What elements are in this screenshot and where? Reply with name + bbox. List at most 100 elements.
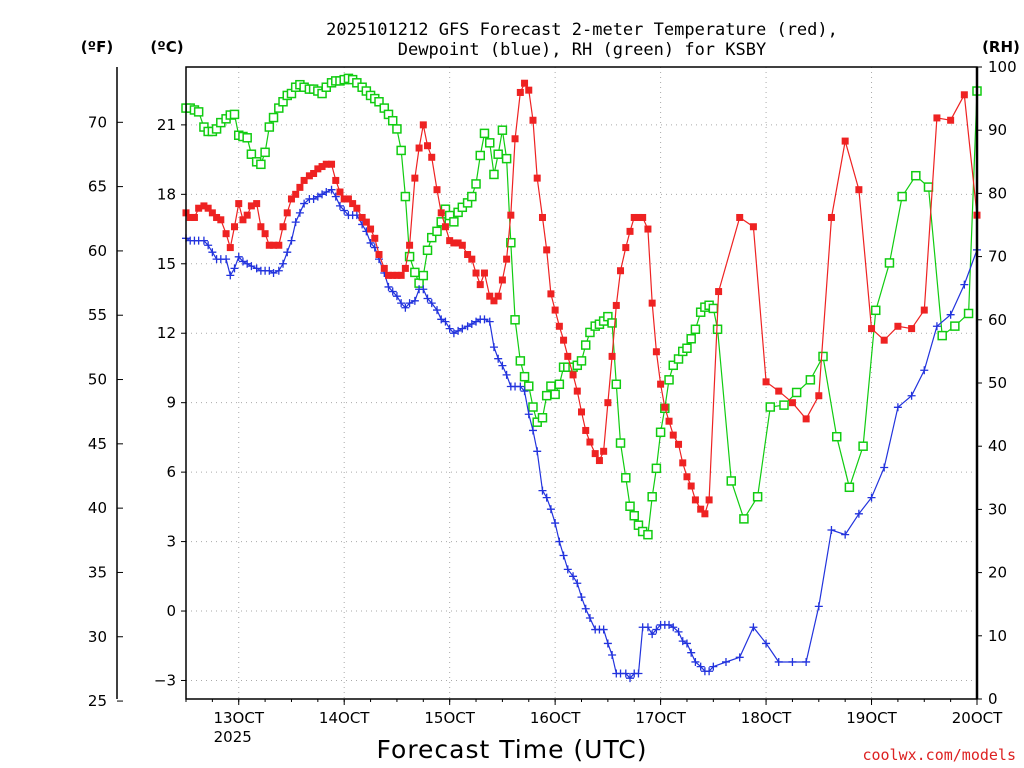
dewpoint-point	[410, 296, 419, 305]
rh-point	[844, 482, 855, 493]
rh-point	[576, 356, 587, 366]
rh-point	[897, 191, 907, 202]
temperature-point	[375, 251, 383, 259]
rh-point	[950, 321, 960, 331]
dewpoint-point	[524, 410, 533, 419]
dewpoint-point	[226, 271, 235, 280]
temperature-point	[683, 473, 691, 481]
dewpoint-point	[318, 190, 327, 199]
rh-point	[524, 381, 534, 391]
rh-series	[181, 73, 982, 540]
temperature-point	[464, 251, 472, 259]
dewpoint-point	[696, 662, 705, 671]
temperature-point	[283, 209, 291, 217]
rh-point	[871, 305, 881, 316]
fahrenheit-tick-label: 55	[88, 306, 107, 324]
dewpoint-point	[445, 324, 454, 333]
dewpoint-point	[920, 366, 929, 375]
dewpoint-point	[735, 653, 744, 662]
rh-point	[655, 427, 666, 438]
dewpoint-point	[762, 639, 771, 648]
temperature-point	[450, 239, 458, 247]
dewpoint-point	[458, 324, 467, 333]
temperature-point	[204, 204, 212, 212]
rh-point	[686, 334, 696, 344]
fahrenheit-unit-label: (ºF)	[81, 38, 113, 56]
temperature-point	[569, 371, 577, 379]
temperature-point	[275, 241, 283, 249]
temperature-point	[468, 255, 476, 263]
temperature-point	[529, 116, 537, 124]
temperature-point	[231, 223, 239, 231]
dewpoint-point	[340, 206, 349, 215]
rh-point	[501, 153, 512, 164]
temperature-point	[617, 267, 625, 275]
dewpoint-point	[814, 602, 823, 611]
dewpoint-point	[441, 317, 450, 326]
temperature-series	[182, 79, 981, 518]
rh-tick-label: 60	[988, 311, 1007, 329]
dewpoint-point	[283, 248, 292, 257]
dewpoint-point	[433, 306, 442, 315]
rh-point	[467, 191, 477, 202]
fahrenheit-tick-label: 25	[88, 692, 107, 710]
dewpoint-point	[585, 613, 594, 622]
temperature-point	[960, 91, 968, 99]
dewpoint-point	[648, 630, 657, 639]
celsius-tick-label: 15	[157, 255, 176, 273]
dewpoint-point	[709, 662, 718, 671]
dewpoint-point	[480, 315, 489, 324]
dewpoint-point	[841, 530, 850, 539]
temperature-point	[675, 440, 683, 448]
temperature-point	[511, 135, 519, 143]
rh-point	[410, 267, 420, 278]
temperature-point	[687, 482, 695, 490]
temperature-point	[349, 200, 357, 208]
dewpoint-point	[542, 493, 551, 502]
series-layer	[181, 73, 982, 683]
temperature-point	[551, 306, 559, 314]
rh-point	[396, 145, 406, 156]
temperature-point	[775, 387, 783, 395]
temperature-point	[880, 336, 888, 344]
celsius-tick-label: −3	[154, 671, 176, 689]
x-tick-label: 14OCT	[319, 709, 370, 727]
rh-point	[611, 379, 622, 390]
dewpoint-point	[467, 319, 476, 328]
temperature-point	[947, 116, 955, 124]
temperature-point	[525, 86, 533, 94]
temperature-point	[322, 160, 330, 168]
temperature-point	[622, 244, 630, 252]
temperature-point	[253, 200, 261, 208]
rh-point	[752, 492, 763, 502]
rh-point	[475, 150, 486, 161]
rh-point	[629, 510, 639, 521]
rh-point	[510, 315, 520, 325]
temperature-point	[226, 244, 234, 252]
temperature-point	[626, 227, 634, 235]
rh-point	[404, 251, 415, 262]
dewpoint-point	[485, 317, 494, 326]
dewpoint-point	[907, 391, 916, 400]
dewpoint-point	[563, 565, 572, 574]
temperature-point	[669, 431, 677, 439]
chart-title-line1: 2025101212 GFS Forecast 2-meter Temperat…	[326, 20, 838, 40]
dewpoint-point	[265, 266, 274, 275]
dewpoint-point	[665, 620, 674, 629]
temperature-point	[578, 408, 585, 416]
temperature-point	[371, 234, 379, 242]
temperature-point	[486, 292, 494, 300]
x-axis-label: Forecast Time (UTC)	[377, 735, 648, 764]
dewpoint-point	[252, 264, 261, 273]
dewpoint-point	[946, 310, 955, 319]
rh-point	[432, 226, 442, 237]
rh-point	[479, 128, 490, 139]
dewpoint-point	[463, 322, 472, 331]
dewpoint-point	[528, 426, 537, 435]
temperature-point	[428, 153, 436, 161]
temperature-point	[265, 241, 273, 249]
temperature-point	[336, 188, 344, 196]
temperature-point	[933, 114, 941, 122]
